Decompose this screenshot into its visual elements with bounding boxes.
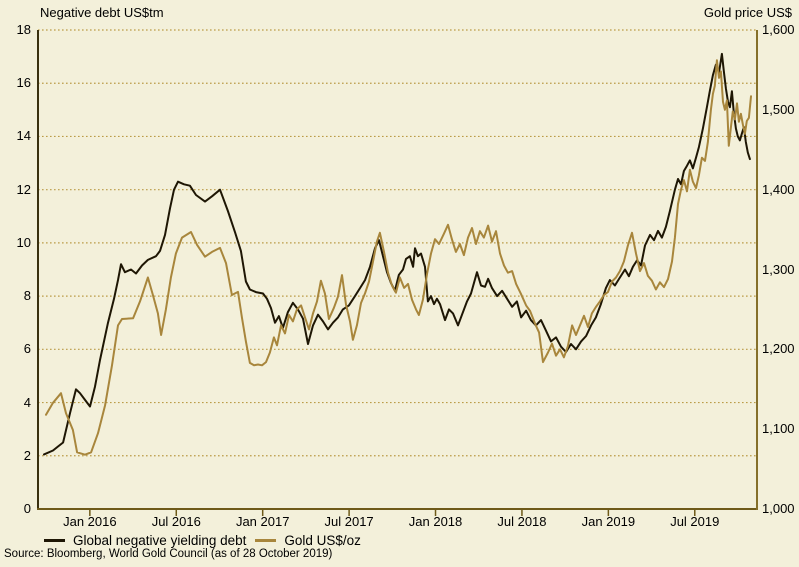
negative-debt-line <box>43 52 751 456</box>
y-right-tick-label: 1,100 <box>762 421 795 437</box>
gold-line-swatch <box>255 539 277 542</box>
right-axis-title: Gold price US$ <box>703 5 792 20</box>
x-tick-label: Jan 2018 <box>408 514 463 529</box>
y-right-tick-label: 1,600 <box>762 22 795 37</box>
x-tick-label: Jul 2016 <box>151 514 201 529</box>
debt-line-swatch <box>44 539 65 542</box>
x-tick-label: Jan 2017 <box>235 514 290 529</box>
gold-price-line <box>45 59 752 456</box>
y-left-tick-label: 6 <box>23 341 31 357</box>
y-right-tick-label: 1,000 <box>762 501 795 516</box>
y-right-tick-label: 1,400 <box>762 181 795 197</box>
source-note: Source: Bloomberg, World Gold Council (a… <box>4 548 333 560</box>
left-axis-title: Negative debt US$tm <box>40 5 164 20</box>
y-left-tick-label: 8 <box>23 288 31 304</box>
y-right-tick-label: 1,300 <box>762 261 795 277</box>
y-left-tick-label: 4 <box>23 394 31 410</box>
y-left-tick-label: 18 <box>16 22 31 37</box>
x-tick-label: Jul 2018 <box>497 514 547 529</box>
legend-label-debt: Global negative yielding debt <box>73 533 247 548</box>
x-tick-label: Jul 2017 <box>324 514 374 529</box>
legend: Global negative yielding debt Gold US$/o… <box>44 533 361 548</box>
y-left-tick-label: 14 <box>16 128 31 144</box>
y-left-tick-label: 16 <box>16 75 31 91</box>
y-left-tick-label: 2 <box>23 447 31 463</box>
y-left-tick-label: 0 <box>23 501 31 516</box>
x-tick-label: Jan 2016 <box>63 514 117 529</box>
x-tick-label: Jan 2019 <box>581 514 636 529</box>
x-tick-label: Jul 2019 <box>670 514 720 529</box>
legend-label-gold: Gold US$/oz <box>284 533 361 548</box>
y-right-tick-label: 1,200 <box>762 341 795 357</box>
y-right-tick-label: 1,500 <box>762 101 795 117</box>
y-left-tick-label: 12 <box>16 181 31 197</box>
y-left-tick-label: 10 <box>16 234 31 250</box>
